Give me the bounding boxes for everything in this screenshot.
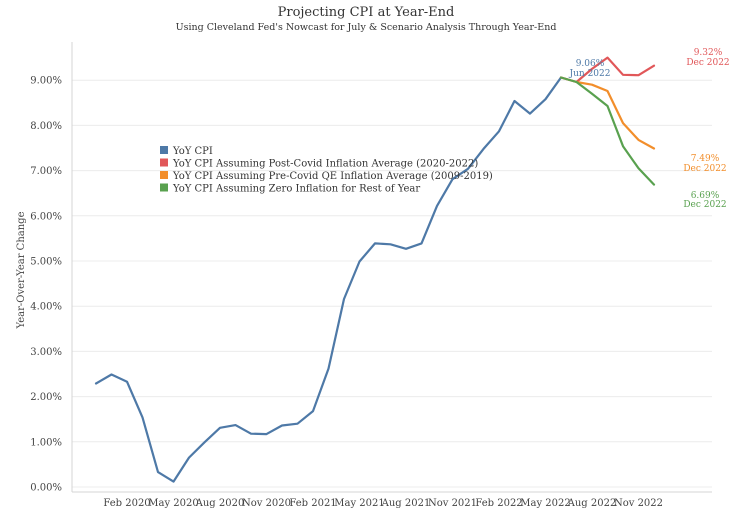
legend-swatch	[160, 158, 168, 167]
y-tick-label: 5.00%	[30, 257, 62, 268]
annotation-date: Dec 2022	[683, 164, 726, 174]
series-layer	[94, 56, 656, 483]
annotation-value: 9.32%	[694, 48, 723, 58]
x-tick-label: Feb 2021	[289, 498, 336, 509]
x-tick-label: Feb 2022	[475, 498, 522, 509]
y-tick-label: 8.00%	[30, 121, 62, 132]
annotation-date: Dec 2022	[683, 200, 726, 210]
series-line	[94, 76, 563, 483]
legend-item-label: YoY CPI	[172, 146, 213, 157]
x-tick-label: Feb 2020	[103, 498, 150, 509]
x-tick-label: Aug 2022	[567, 498, 617, 509]
y-tick-label: 3.00%	[30, 347, 62, 358]
legend-item-label: YoY CPI Assuming Post-Covid Inflation Av…	[172, 159, 478, 170]
x-tick-label: May 2020	[148, 498, 198, 509]
chart-title: Projecting CPI at Year-End	[278, 5, 455, 20]
annotation-value: 6.69%	[691, 191, 720, 201]
x-tick-label: May 2021	[334, 498, 384, 509]
legend-swatch	[160, 183, 168, 192]
legend-item-label: YoY CPI Assuming Zero Inflation for Rest…	[172, 184, 420, 195]
x-tick-label: Nov 2020	[242, 498, 291, 509]
y-tick-label: 4.00%	[30, 302, 62, 313]
annotation-date: Dec 2022	[686, 58, 729, 68]
y-tick-label: 9.00%	[30, 76, 62, 87]
series-line	[559, 76, 656, 150]
legend-swatch	[160, 171, 168, 179]
annotation-value: 9.06%	[576, 59, 605, 69]
y-axis-label: Year-Over-Year Change	[16, 211, 27, 329]
annotation-date: Jun 2022	[569, 69, 611, 79]
x-tick-label: Aug 2020	[195, 498, 245, 509]
x-tick-label: May 2022	[520, 498, 570, 509]
y-tick-label: 1.00%	[30, 437, 62, 448]
series-line	[559, 76, 656, 186]
y-tick-label: 7.00%	[30, 166, 62, 177]
legend: YoY CPI YoY CPI Assuming Post-Covid Infla…	[160, 146, 493, 195]
y-tick-label: 6.00%	[30, 211, 62, 222]
x-tick-label: Aug 2021	[381, 498, 431, 509]
x-tick-label: Nov 2022	[614, 498, 663, 509]
annotation-value: 7.49%	[691, 154, 720, 164]
y-tick-label: 2.00%	[30, 392, 62, 403]
x-tick-label: Nov 2021	[428, 498, 477, 509]
chart-subtitle: Using Cleveland Fed's Nowcast for July &…	[176, 22, 557, 33]
legend-item-label: YoY CPI Assuming Pre-Covid QE Inflation …	[172, 171, 493, 182]
grid-layer	[72, 79, 712, 488]
legend-swatch	[160, 146, 168, 154]
axis-layer: 0.00% 1.00% 2.00% 3.00% 4.00% 5.00% 6.00% 7.00%…	[30, 42, 712, 509]
y-tick-label: 0.00%	[30, 483, 62, 494]
